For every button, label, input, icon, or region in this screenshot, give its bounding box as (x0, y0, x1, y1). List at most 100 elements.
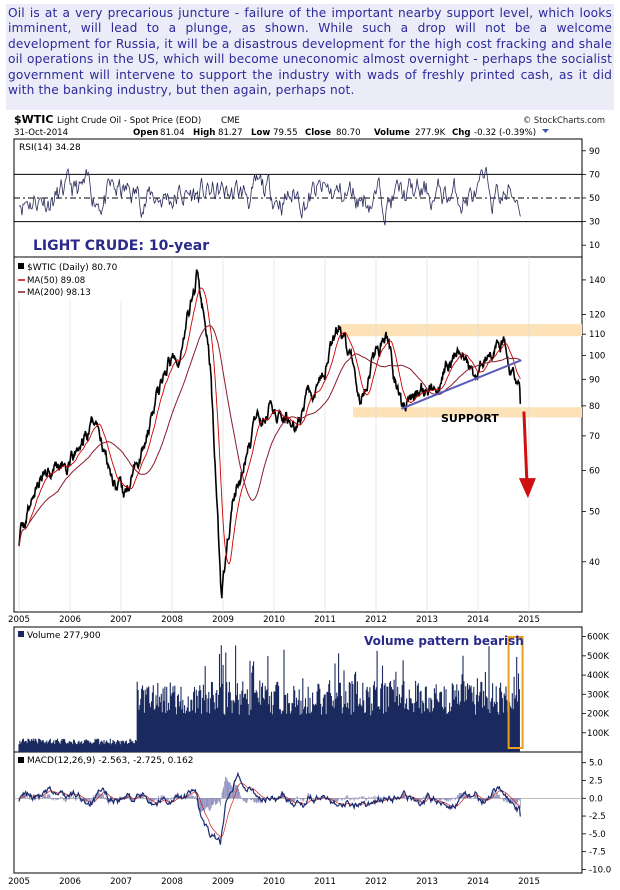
price-legend-text: $WTIC (Daily) 80.70 (27, 263, 118, 273)
volume-tick-label-5: 600K (587, 633, 609, 643)
rsi-legend-text: RSI(14) 34.28 (19, 143, 81, 153)
x-tick-lower-2007: 2007 (110, 877, 132, 887)
macd-tick-label-0: 5.0 (589, 759, 603, 769)
ma200-legend-text: MA(200) 98.13 (27, 288, 91, 298)
volume-tick-label-3: 400K (587, 671, 609, 681)
x-tick-lower-2015: 2015 (518, 877, 540, 887)
chg-label: Chg (452, 128, 471, 138)
volume-label: Volume (374, 128, 410, 138)
rsi-layer: 10 30 50 70 90 (14, 147, 600, 251)
x-tick-lower-2012: 2012 (365, 877, 387, 887)
price-panel (13, 256, 583, 613)
ma50-legend-text: MA(50) 89.08 (27, 276, 85, 286)
price-layer: 40 50 60 70 80 90 100 110 120 140 (18, 257, 605, 612)
volume-tick-label-0: 100K (587, 729, 609, 739)
macd-tick-label-1: 2.5 (589, 776, 603, 786)
price-legend: $WTIC (Daily) 80.70 MA(50) 89.08 MA(200)… (16, 259, 134, 301)
macd-tick-label-2: 0.0 (589, 794, 603, 804)
axis-layer: 2005 2006 2007 2008 2009 2010 2011 2012 2013 2014… (8, 615, 540, 887)
watermark: © StockCharts.com (523, 115, 605, 125)
price-tick-label-120: 120 (589, 311, 605, 321)
volume-layer: 100K 200K 300K 400K 500K 600K (18, 633, 609, 752)
volume-highlight-box (507, 636, 524, 749)
x-tick-upper-2011: 2011 (314, 615, 336, 625)
low-value: 79.55 (273, 128, 298, 138)
macd-line (18, 771, 521, 845)
close-label: Close (305, 128, 331, 138)
x-tick-upper-2014: 2014 (467, 615, 489, 625)
high-label: High (193, 128, 215, 138)
close-value: 80.70 (336, 128, 361, 138)
date-label: 31-Oct-2014 (14, 128, 68, 138)
price-tick-label-140: 140 (589, 276, 605, 286)
price-tick-label-80: 80 (589, 402, 600, 412)
low-label: Low (251, 128, 270, 138)
volume-legend-text: Volume 277,900 (27, 631, 101, 641)
x-tick-upper-2010: 2010 (263, 615, 285, 625)
rsi-tick-label-50: 50 (589, 194, 600, 204)
price-tick-label-50: 50 (589, 508, 600, 518)
volume-bars (18, 645, 520, 752)
intro-text: Oil is at a very precarious juncture - f… (8, 6, 612, 98)
price-tick-label-70: 70 (589, 432, 600, 442)
x-tick-upper-2007: 2007 (110, 615, 132, 625)
x-tick-upper-2005: 2005 (8, 615, 30, 625)
x-tick-lower-2010: 2010 (263, 877, 285, 887)
macd-signal-line (19, 782, 521, 838)
open-value: 81.04 (160, 128, 185, 138)
x-tick-upper-2013: 2013 (416, 615, 438, 625)
price-tick-label-110: 110 (589, 330, 605, 340)
rsi-tick-label-70: 70 (589, 170, 600, 180)
price-tick-label-60: 60 (589, 467, 600, 477)
x-tick-upper-2012: 2012 (365, 615, 387, 625)
exchange-label: CME (221, 116, 240, 126)
support-label: SUPPORT (441, 412, 499, 425)
volume-tick-label-4: 500K (587, 652, 609, 662)
support-band (353, 407, 582, 418)
rsi-legend: RSI(14) 34.28 (17, 141, 107, 153)
x-tick-lower-2006: 2006 (59, 877, 81, 887)
volume-value: 277.9K (415, 128, 446, 138)
description-label: Light Crude Oil - Spot Price (EOD) (57, 116, 201, 126)
rsi-tick-label-30: 30 (589, 218, 600, 228)
intro-text-box: Oil is at a very precarious juncture - f… (6, 4, 614, 110)
x-tick-upper-2006: 2006 (59, 615, 81, 625)
plunge-arrow-shaft (522, 411, 529, 483)
volume-tick-label-2: 300K (587, 690, 609, 700)
rsi-legend-box (17, 141, 107, 152)
open-label: Open (133, 128, 158, 138)
x-tick-lower-2009: 2009 (212, 877, 234, 887)
price-tick-label-90: 90 (589, 375, 600, 385)
chg-value: -0.32 (-0.39%) (474, 128, 536, 138)
x-tick-upper-2015: 2015 (518, 615, 540, 625)
x-tick-upper-2009: 2009 (212, 615, 234, 625)
price-tick-label-40: 40 (589, 558, 600, 568)
volume-legend: Volume 277,900 (18, 631, 101, 641)
high-value: 81.27 (218, 128, 243, 138)
rsi-series-line (18, 167, 521, 226)
price-legend-swatch (18, 263, 24, 269)
dropdown-arrow-icon (542, 129, 549, 133)
macd-tick-label-3: -2.5 (589, 812, 606, 822)
macd-tick-label-4: -5.0 (589, 830, 606, 840)
macd-legend-text: MACD(12,26,9) -2.563, -2.725, 0.162 (27, 756, 193, 766)
volume-legend-swatch (18, 631, 24, 637)
ma50-line (18, 287, 521, 565)
rsi-tick-label-10: 10 (589, 241, 600, 251)
rsi-tick-label-90: 90 (589, 147, 600, 157)
x-tick-lower-2014: 2014 (467, 877, 489, 887)
price-tick-label-100: 100 (589, 352, 605, 362)
macd-legend-box (16, 754, 216, 765)
x-tick-lower-2005: 2005 (8, 877, 30, 887)
oil-chart: $WTIC Light Crude Oil - Spot Price (EOD)… (8, 113, 611, 887)
support-trendline (401, 359, 522, 410)
x-tick-lower-2011: 2011 (314, 877, 336, 887)
resistance-band (340, 324, 582, 337)
x-tick-lower-2008: 2008 (161, 877, 183, 887)
macd-tick-label-5: -7.5 (589, 848, 606, 858)
price-legend-box (16, 259, 134, 301)
plunge-arrow-head (518, 478, 536, 499)
macd-tick-label-6: -10.0 (589, 865, 611, 875)
price-panel-title: LIGHT CRUDE: 10-year (33, 238, 209, 254)
macd-panel (13, 751, 583, 874)
